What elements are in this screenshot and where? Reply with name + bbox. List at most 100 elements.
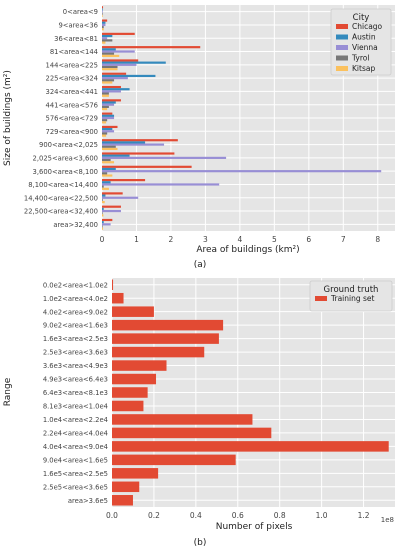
bar-kitsap [102, 121, 107, 124]
x-tick-label: 2 [169, 235, 174, 244]
x-tick-label: 0.6 [232, 511, 244, 520]
bar-tyrol [102, 119, 108, 122]
bar-tyrol [102, 65, 118, 69]
y-tick-label: 36<area<81 [54, 35, 98, 43]
bar-chicago [102, 152, 175, 155]
bar-austin [102, 61, 166, 64]
legend-label: Vienna [352, 43, 378, 52]
bar-kitsap [102, 201, 105, 204]
y-tick-label: 324<area<441 [46, 88, 99, 96]
x-tick-label: 1.2 [358, 511, 370, 520]
bar-training-set [112, 495, 133, 506]
bar-vienna [102, 170, 382, 173]
bar-austin [102, 48, 116, 51]
y-tick-label: 4.0e4<area<9.0e4 [43, 443, 108, 451]
bar-chicago [102, 125, 118, 129]
bar-training-set [112, 292, 124, 304]
bar-chicago [102, 205, 121, 208]
bar-training-set [112, 387, 148, 398]
bar-vienna [102, 50, 135, 53]
legend-swatch [336, 24, 348, 29]
y-tick-label: 8,100<area<14,400 [28, 181, 98, 189]
bar-kitsap [102, 134, 107, 137]
y-tick-label: 0<area<9 [63, 8, 98, 16]
x-axis-label-a: Area of buildings (km²) [196, 245, 299, 255]
bar-kitsap [102, 81, 113, 84]
bar-austin [102, 101, 116, 104]
bar-tyrol [102, 158, 111, 162]
bar-vienna [102, 103, 115, 106]
legend-box [309, 280, 393, 312]
bar-austin [102, 21, 106, 24]
bar-training-set [112, 441, 389, 452]
bar-vienna [102, 223, 111, 226]
bar-kitsap [102, 174, 113, 177]
bar-kitsap [102, 214, 104, 217]
bar-vienna [102, 130, 115, 133]
x-tick-label: 7 [341, 235, 346, 244]
x-axis-multiplier-b: 1e8 [381, 516, 394, 524]
legend-swatch [336, 34, 348, 40]
legend-label: Training set [330, 294, 374, 303]
bar-training-set [112, 414, 253, 425]
bar-kitsap [102, 161, 115, 164]
bar-vienna [102, 209, 121, 213]
bar-chicago [102, 112, 113, 115]
bar-training-set [112, 373, 157, 385]
bar-tyrol [102, 132, 108, 135]
bar-vienna [102, 90, 121, 93]
legend-title: Ground truth [324, 285, 379, 295]
y-tick-label: 9.0e2<area<1.6e3 [43, 322, 108, 330]
y-tick-label: 1.0e4<area<2.2e4 [43, 416, 108, 424]
bar-tyrol [102, 212, 103, 215]
bar-austin [102, 141, 146, 144]
bar-training-set [112, 319, 224, 331]
bar-training-set [112, 360, 167, 371]
x-tick-label: 3 [203, 235, 208, 244]
bar-tyrol [102, 92, 109, 95]
bar-austin [102, 221, 104, 224]
bar-vienna [102, 143, 165, 146]
bar-chicago [102, 139, 178, 142]
bar-tyrol [102, 225, 103, 228]
bar-training-set [112, 306, 154, 317]
bar-kitsap [102, 107, 108, 111]
x-axis-label-b: Number of pixels [216, 522, 293, 532]
bar-vienna [102, 77, 128, 80]
x-tick-label: 1.0 [316, 511, 328, 520]
bar-training-set [112, 454, 236, 466]
bar-chicago [102, 99, 121, 102]
bar-tyrol [102, 172, 108, 175]
x-tick-label: 0 [100, 235, 105, 244]
bar-chicago [102, 6, 104, 9]
bar-training-set [112, 481, 140, 493]
x-tick-label: 8 [375, 235, 380, 244]
bar-austin [102, 207, 104, 210]
y-axis-label-b: Range [3, 377, 13, 406]
y-tick-label: 3,600<area<8,100 [33, 168, 98, 176]
y-tick-label: 2.2e4<area<4.0e4 [43, 430, 108, 438]
legend-swatch [336, 66, 348, 71]
bar-kitsap [102, 227, 104, 230]
y-tick-label: 9.0e4<area<1.6e5 [43, 456, 108, 464]
y-tick-label: 441<area<576 [46, 101, 99, 109]
bar-vienna [102, 63, 137, 66]
y-tick-label: 4.9e3<area<6.4e3 [43, 376, 108, 384]
legend-swatch [315, 296, 327, 301]
bar-tyrol [102, 26, 104, 29]
x-tick-label: 0.8 [274, 511, 286, 520]
y-tick-label: 6.4e3<area<8.1e3 [43, 389, 108, 397]
bar-tyrol [102, 79, 115, 82]
y-tick-label: 144<area<225 [46, 61, 99, 69]
bar-tyrol [102, 52, 115, 55]
bar-training-set [112, 400, 144, 412]
bar-tyrol [102, 39, 113, 42]
y-tick-label: 2,025<area<3,600 [33, 154, 98, 162]
bar-kitsap [102, 28, 104, 31]
bar-kitsap [102, 187, 109, 190]
bar-tyrol [102, 105, 109, 108]
y-tick-label: 22,500<area<32,400 [24, 208, 98, 216]
